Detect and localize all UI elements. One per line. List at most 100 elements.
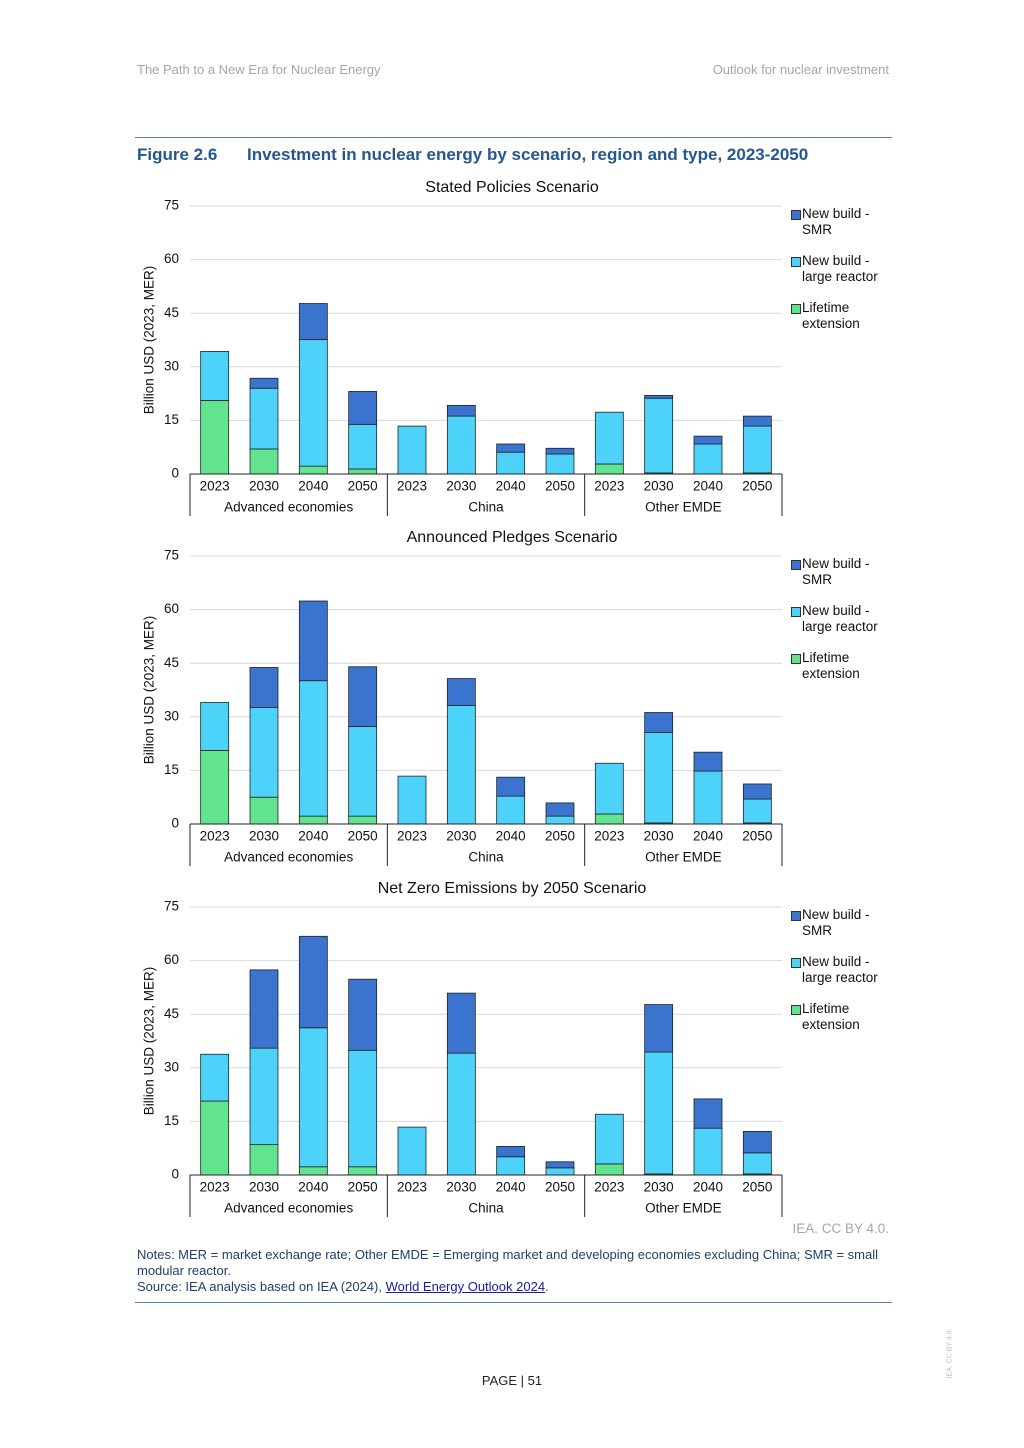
- y-tick-label: 45: [164, 305, 179, 320]
- bar-segment: [397, 1126, 427, 1176]
- header-left: The Path to a New Era for Nuclear Energy: [137, 62, 381, 77]
- x-tick-label: 2030: [249, 1180, 279, 1195]
- bar-segment: [298, 935, 328, 1029]
- y-tick-label: 60: [164, 601, 179, 616]
- y-tick-label: 75: [164, 548, 179, 563]
- x-tick-label: 2050: [545, 479, 575, 494]
- legend-label: New build - SMR: [802, 206, 870, 237]
- legend-swatch: [791, 257, 801, 267]
- bar-segment: [545, 1161, 575, 1169]
- y-tick-label: 75: [164, 198, 179, 213]
- legend-item: New build - large reactor: [791, 954, 890, 986]
- group-label: Other EMDE: [645, 500, 722, 515]
- source-link[interactable]: World Energy Outlook 2024: [385, 1279, 546, 1294]
- x-tick-label: 2050: [348, 829, 378, 844]
- legend-item: New build - large reactor: [791, 253, 890, 285]
- rule: [135, 137, 892, 138]
- side-credit: IEA. CC BY 4.0.: [946, 1328, 954, 1379]
- bar-segment: [644, 712, 674, 733]
- x-tick-label: 2030: [249, 479, 279, 494]
- bar-segment: [249, 1047, 279, 1146]
- figure-label: Figure 2.6: [137, 145, 218, 164]
- y-tick-label: 60: [164, 952, 179, 967]
- bar-segment: [348, 391, 378, 425]
- x-tick-label: 2030: [249, 829, 279, 844]
- bar-segment: [594, 463, 624, 475]
- bar-segment: [200, 399, 230, 475]
- bar-segment: [348, 423, 378, 470]
- y-tick-label: 30: [164, 708, 179, 723]
- bar-segment: [397, 775, 427, 825]
- bar-segment: [249, 377, 279, 389]
- bar-segment: [644, 1004, 674, 1053]
- bar-segment: [298, 600, 328, 682]
- bar-segment: [496, 443, 526, 453]
- y-tick-label: 75: [164, 899, 179, 914]
- chart-title: Stated Policies Scenario: [425, 179, 599, 196]
- bar-segment: [298, 339, 328, 467]
- bar-segment: [200, 1100, 230, 1176]
- bar-segment: [693, 435, 723, 445]
- group-label: China: [468, 500, 504, 515]
- legend-item: New build - SMR: [791, 907, 890, 939]
- legend-swatch: [791, 607, 801, 617]
- bar-segment: [644, 397, 674, 474]
- legend-swatch: [791, 1005, 801, 1015]
- page-number: PAGE | 51: [481, 1373, 543, 1388]
- bar-segment: [742, 798, 772, 824]
- bar-segment: [249, 667, 279, 708]
- bar-segment: [742, 1152, 772, 1175]
- y-tick-label: 60: [164, 251, 179, 266]
- bar-segment: [249, 387, 279, 450]
- legend-label: Lifetime extension: [802, 650, 860, 681]
- legend-swatch: [791, 210, 801, 220]
- x-tick-label: 2040: [298, 479, 328, 494]
- bar-segment: [693, 1098, 723, 1129]
- x-tick-label: 2023: [397, 829, 427, 844]
- group-label: China: [468, 850, 504, 865]
- source: Source: IEA analysis based on IEA (2024)…: [137, 1279, 892, 1295]
- y-tick-label: 15: [164, 412, 179, 427]
- x-tick-label: 2023: [200, 1180, 230, 1195]
- bar-segment: [446, 992, 476, 1054]
- legend-item: New build - SMR: [791, 206, 890, 238]
- bar-segment: [348, 1049, 378, 1168]
- bar-segment: [594, 762, 624, 815]
- y-axis-label: Billion USD (2023, MER): [142, 616, 157, 765]
- bar-segment: [496, 776, 526, 797]
- bar-segment: [594, 813, 624, 825]
- bar-segment: [298, 465, 328, 475]
- bar-segment: [545, 815, 575, 825]
- bar-segment: [200, 749, 230, 825]
- legend-label: New build - large reactor: [802, 603, 878, 634]
- bar-segment: [594, 1113, 624, 1165]
- legend-item: New build - large reactor: [791, 603, 890, 635]
- bar-segment: [644, 732, 674, 824]
- legend-item: Lifetime extension: [791, 1001, 890, 1033]
- bar-segment: [545, 1167, 575, 1176]
- x-tick-label: 2023: [397, 1180, 427, 1195]
- bar-segment: [249, 1144, 279, 1176]
- bar-segment: [348, 815, 378, 825]
- chart-title: Net Zero Emissions by 2050 Scenario: [378, 880, 647, 897]
- bar-segment: [348, 726, 378, 817]
- bar-segment: [742, 425, 772, 474]
- bar-segment: [397, 425, 427, 475]
- bar-segment: [742, 415, 772, 427]
- legend-label: New build - SMR: [802, 907, 870, 938]
- bar-segment: [545, 453, 575, 475]
- y-tick-label: 30: [164, 1059, 179, 1074]
- x-tick-label: 2040: [496, 829, 526, 844]
- bar-segment: [298, 680, 328, 817]
- legend-swatch: [791, 958, 801, 968]
- x-tick-label: 2023: [594, 829, 624, 844]
- credit: IEA. CC BY 4.0.: [792, 1221, 889, 1236]
- x-tick-label: 2050: [545, 1180, 575, 1195]
- legend-label: Lifetime extension: [802, 1001, 860, 1032]
- x-tick-label: 2023: [397, 479, 427, 494]
- x-tick-label: 2040: [298, 1180, 328, 1195]
- bar-segment: [446, 404, 476, 417]
- y-tick-label: 15: [164, 1113, 179, 1128]
- bar-segment: [249, 448, 279, 475]
